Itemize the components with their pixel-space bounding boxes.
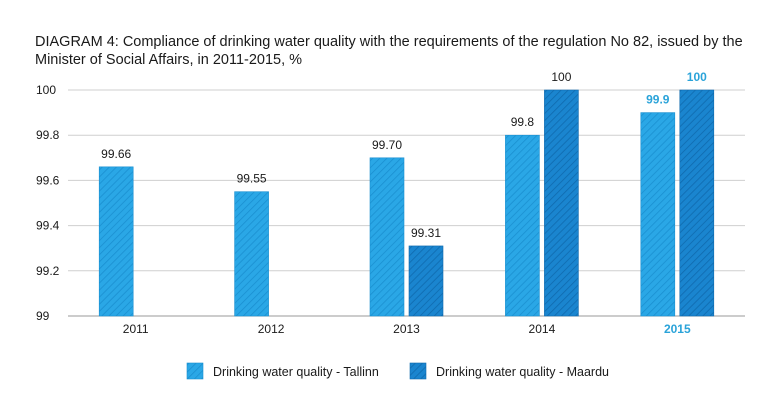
data-label: 99.9 <box>646 93 670 107</box>
y-tick-label: 99.2 <box>36 264 60 278</box>
legend: Drinking water quality - Tallinn Drinking… <box>186 362 609 380</box>
y-tick-label: 100 <box>36 83 56 97</box>
x-tick-label: 2014 <box>529 322 556 336</box>
x-tick-label: 2015 <box>664 322 691 336</box>
bar-tallinn <box>234 191 269 317</box>
data-label: 99.70 <box>372 138 402 152</box>
gridlines <box>68 89 745 317</box>
legend-label: Drinking water quality - Maardu <box>436 365 609 379</box>
bars <box>98 89 715 317</box>
legend-swatch <box>409 362 427 380</box>
x-tick-label: 2012 <box>258 322 285 336</box>
bar-maardu <box>679 89 715 317</box>
data-label: 100 <box>687 70 707 84</box>
data-labels: 99.66 99.55 99.70 99.31 99.8 100 99.9 100 <box>101 70 707 240</box>
data-label: 99.31 <box>411 226 441 240</box>
data-label: 99.66 <box>101 147 131 161</box>
y-tick-label: 99.4 <box>36 219 60 233</box>
y-tick-label: 99.8 <box>36 128 60 142</box>
y-tick-label: 99.6 <box>36 173 60 187</box>
data-label: 99.55 <box>237 172 267 186</box>
bar-maardu <box>544 89 579 317</box>
legend-swatch <box>186 362 204 380</box>
legend-label: Drinking water quality - Tallinn <box>213 365 379 379</box>
x-axis: 2011 2012 2013 2014 2015 <box>123 322 691 336</box>
bar-tallinn <box>98 166 134 317</box>
y-axis: 99 99.2 99.4 99.6 99.8 100 <box>36 83 60 323</box>
data-label: 99.8 <box>511 115 535 129</box>
data-label: 100 <box>551 70 571 84</box>
chart-title: DIAGRAM 4: Compliance of drinking water … <box>35 34 743 68</box>
bar-tallinn <box>640 112 676 317</box>
bar-maardu <box>408 245 444 317</box>
bar-tallinn <box>369 157 405 317</box>
x-tick-label: 2013 <box>393 322 420 336</box>
x-tick-label: 2011 <box>123 322 149 336</box>
y-tick-label: 99 <box>36 309 50 323</box>
bar-tallinn <box>505 134 540 317</box>
